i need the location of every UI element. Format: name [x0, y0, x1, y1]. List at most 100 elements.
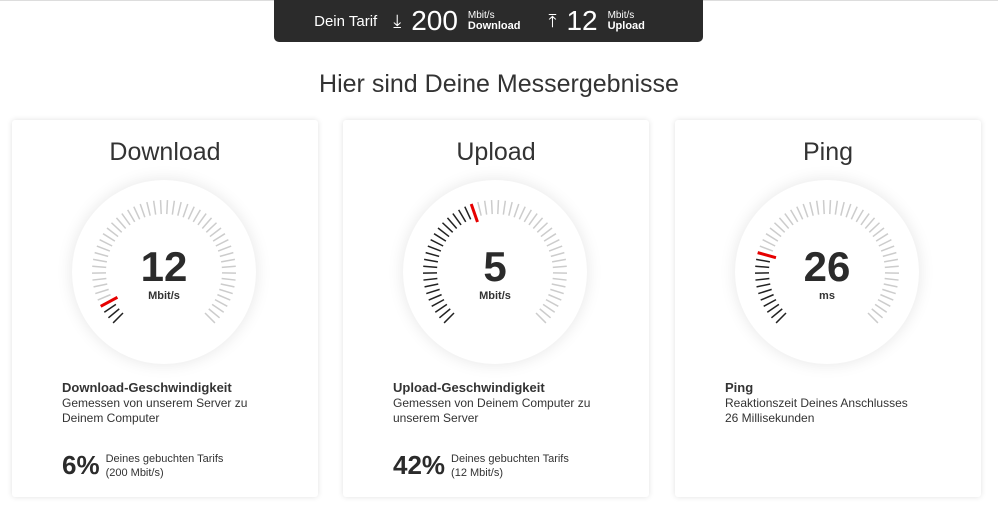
gauge-tick: [860, 213, 870, 226]
gauge-marker: [99, 295, 119, 308]
card-title: Download: [109, 138, 221, 166]
gauge-tick: [437, 227, 450, 238]
gauge-tick: [770, 308, 783, 319]
gauge-tick: [146, 201, 151, 216]
gauge-tick: [159, 200, 162, 215]
gauge-tick: [760, 293, 774, 301]
gauge-marker: [757, 251, 777, 260]
gauge-tick: [92, 258, 108, 263]
gauge-tick: [139, 203, 146, 218]
gauge-tick: [758, 288, 772, 295]
gauge-tick: [548, 245, 563, 252]
gauge-tick: [205, 222, 218, 233]
tarif-label: Dein Tarif: [314, 12, 378, 30]
gauge-ticks: [91, 200, 237, 324]
gauge-tick: [209, 227, 222, 238]
pct-tarif: (200 Mbit/s): [105, 466, 164, 479]
gauge-ticks: [422, 200, 568, 324]
gauge-tick: [796, 206, 804, 220]
gauge-tick: [756, 283, 771, 288]
gauge-tick: [552, 277, 567, 281]
gauge-tick: [102, 233, 116, 242]
gauge-tick: [880, 245, 895, 252]
gauge-tick: [545, 298, 559, 307]
tarif-percent: 42%: [393, 450, 446, 480]
gauge-tick: [850, 206, 858, 220]
gauge-tick: [755, 258, 771, 263]
gauge-tick: [759, 245, 774, 252]
gauge-tick: [802, 203, 809, 218]
gauge-tick: [97, 293, 111, 301]
gauge-tick: [212, 233, 226, 242]
gauge-tick: [423, 277, 438, 281]
gauge-tick: [438, 308, 451, 319]
gauge-tick: [92, 277, 107, 281]
gauge-tick: [110, 222, 123, 233]
gauge-tick: [766, 303, 780, 313]
gauge-tick: [99, 239, 113, 247]
gauge-tick: [845, 203, 852, 218]
tarif-bar: Dein Tarif ⤓ 200 Mbit/s Download ⤒ 12 Mbi…: [274, 0, 703, 42]
card-desc-2: 26 Millisekunden: [725, 411, 815, 425]
gauge-tick: [107, 308, 120, 319]
gauge-tick: [121, 213, 131, 226]
gauge-tick: [490, 200, 493, 215]
gauge-tick: [95, 288, 109, 295]
gauge-tick: [452, 213, 462, 226]
gauge-tick: [552, 265, 567, 269]
gauge-tick: [523, 209, 532, 223]
gauge-tick: [840, 201, 845, 216]
gauge-tick: [822, 200, 825, 215]
gauge-tick: [874, 303, 888, 313]
page-title: Hier sind Deine Messergebnisse: [319, 70, 679, 98]
gauge-tick: [428, 293, 442, 301]
gauge-tick: [94, 251, 109, 258]
gauge-tick: [127, 209, 136, 223]
gauge-ticks: [754, 200, 900, 324]
gauge-tick: [880, 293, 894, 301]
gauge-tick: [536, 222, 549, 233]
gauge-tick: [464, 206, 472, 220]
gauge-tick: [540, 227, 553, 238]
tarif-download-label: Download: [467, 20, 521, 32]
gauge-tick: [92, 265, 107, 269]
gauge-marker: [469, 203, 479, 223]
gauge-tick: [220, 283, 235, 288]
gauge-tick: [755, 277, 770, 281]
gauge-tick: [431, 298, 445, 307]
gauge-tick: [877, 298, 891, 307]
gauge-tick: [426, 288, 440, 295]
gauge-tick: [211, 303, 225, 313]
gauge-tick: [430, 239, 444, 247]
gauge-tick: [152, 200, 157, 215]
gauge-tick: [878, 239, 892, 247]
gauge-tick: [443, 312, 455, 324]
gauge-tick: [133, 206, 141, 220]
download-card: Download 12 Mbit/s Download-Geschwindigke…: [12, 120, 318, 497]
gauge-tick: [112, 312, 124, 324]
gauge-tick: [543, 233, 557, 242]
tarif-download-unit: Mbit/s: [467, 10, 495, 21]
tarif-upload-value: 12: [566, 5, 598, 36]
gauge-tick: [518, 206, 526, 220]
gauge-tick: [855, 209, 864, 223]
gauge-tick: [219, 251, 234, 258]
tarif-upload-label: Upload: [607, 20, 645, 32]
gauge-tick: [546, 239, 560, 247]
ping-gauge: 26 ms: [735, 180, 919, 364]
card-desc-1: Gemessen von Deinem Computer zu: [393, 396, 591, 410]
upload-card: Upload 5 Mbit/s Upload-Geschwindigkeit Gem…: [343, 120, 649, 497]
gauge-tick: [882, 251, 897, 258]
gauge-tick: [834, 200, 839, 215]
download-gauge: 12 Mbit/s: [72, 180, 256, 364]
gauge-tick: [182, 203, 189, 218]
gauge-tick: [867, 312, 879, 324]
tarif-percent: 6%: [62, 450, 100, 480]
gauge-tick: [106, 227, 119, 238]
gauge-tick: [551, 283, 566, 288]
gauge-tick: [502, 200, 507, 215]
gauge-tick: [884, 277, 899, 281]
gauge-tick: [535, 312, 547, 324]
gauge-tick: [192, 209, 201, 223]
gauge-tick: [446, 217, 458, 229]
